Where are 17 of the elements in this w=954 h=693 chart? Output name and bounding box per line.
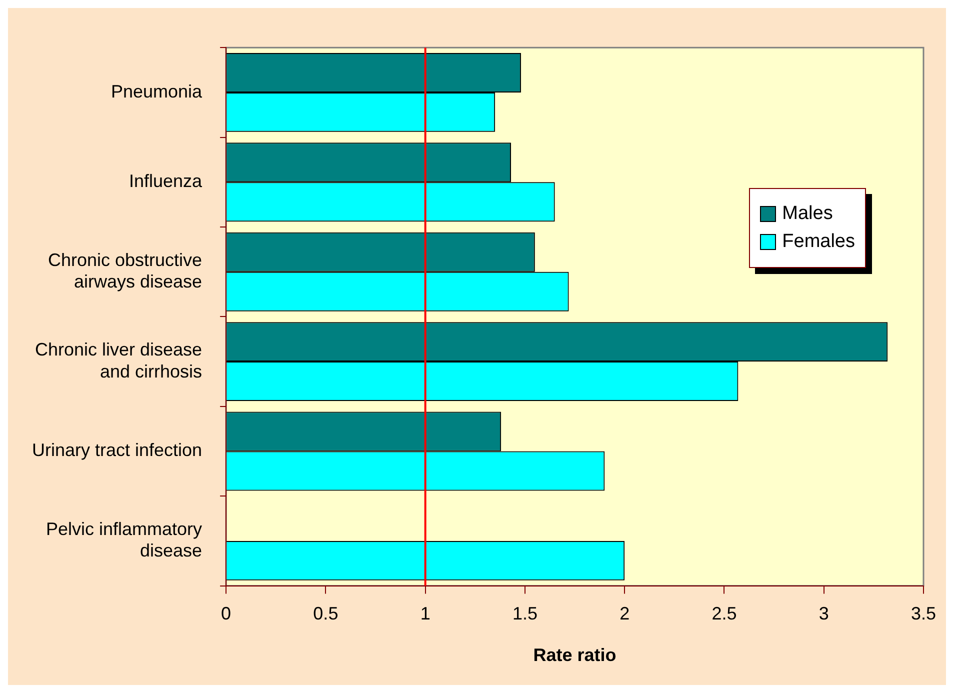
x-tick-label: 2.5: [712, 604, 737, 624]
x-tick-label: 0: [221, 604, 232, 624]
x-tick-label: 2: [620, 604, 630, 624]
x-axis-title: Rate ratio: [533, 645, 616, 666]
legend-label: Males: [782, 203, 833, 225]
y-tick-label: Chronic obstructive airways disease: [48, 250, 202, 292]
x-tick-label: 3: [818, 604, 829, 624]
y-tick-label: Urinary tract infection: [32, 440, 202, 460]
x-tick-label: 0.5: [313, 604, 338, 624]
y-tick-label: Influenza: [128, 171, 204, 192]
legend-label: Females: [782, 231, 855, 253]
x-tick-label: 3.5: [910, 604, 936, 624]
x-tick-label: 1: [420, 604, 430, 624]
y-tick-label: Pelvic inflammatory disease: [46, 519, 202, 561]
y-tick-label: Pneumonia: [110, 81, 204, 102]
y-tick-label: Chronic liver disease and cirrhosis: [34, 340, 202, 382]
x-tick-label: 1.5: [512, 604, 538, 624]
